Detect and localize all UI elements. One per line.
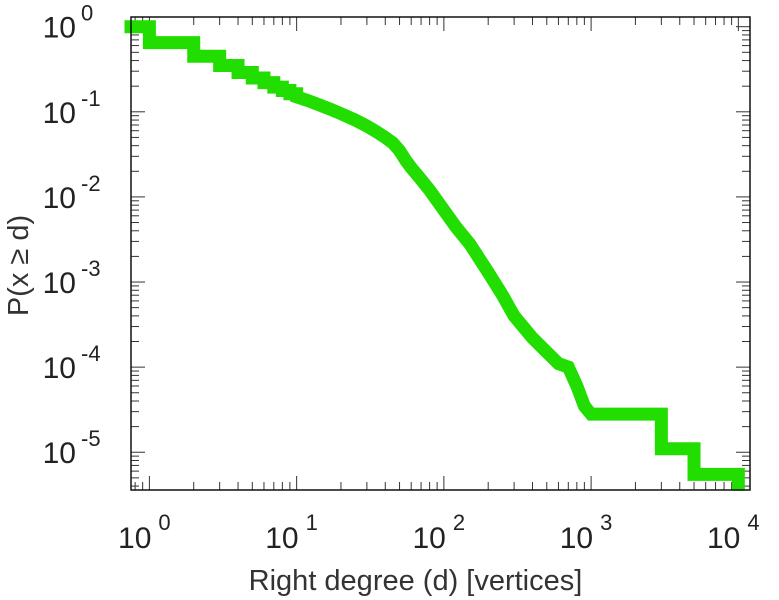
y-tick-label-exponent: -2 [81, 171, 101, 196]
y-tick-label-base: 10 [43, 182, 76, 215]
y-tick-label-base: 10 [43, 352, 76, 385]
x-tick-label-exponent: 3 [600, 510, 612, 535]
y-tick-label-exponent: -3 [81, 256, 101, 281]
y-tick-label-base: 10 [43, 267, 76, 300]
y-tick-label: 10 -4 [43, 341, 101, 385]
x-tick-label-base: 10 [265, 522, 298, 555]
y-tick-label-exponent: -5 [81, 426, 101, 451]
x-tick-label-exponent: 1 [306, 510, 318, 535]
x-tick-label-exponent: 2 [453, 510, 465, 535]
y-tick-label-exponent: 0 [81, 1, 93, 26]
y-tick-label: 10 -3 [43, 256, 101, 300]
y-tick-label-exponent: -1 [81, 86, 101, 111]
y-tick-label-base: 10 [43, 97, 76, 130]
x-tick-label-base: 10 [707, 522, 740, 555]
x-tick-label-exponent: 4 [747, 510, 759, 535]
axis-ticks [131, 17, 750, 490]
series-layer [124, 20, 745, 491]
x-tick-label-base: 10 [560, 522, 593, 555]
y-axis-label: P(x ≥ d) [3, 215, 35, 316]
y-tick-label: 10 -5 [43, 426, 101, 470]
x-tick-label: 10 4 [707, 510, 760, 555]
y-tick-label-base: 10 [43, 12, 76, 45]
x-tick-label: 10 1 [265, 510, 318, 555]
x-tick-label-base: 10 [118, 522, 151, 555]
series-line [124, 20, 745, 491]
y-tick-label-exponent: -4 [81, 341, 101, 366]
x-tick-label-exponent: 0 [158, 510, 170, 535]
x-tick-labels: 10 0 10 1 10 2 10 3 10 4 [118, 510, 760, 555]
y-tick-label-base: 10 [43, 437, 76, 470]
x-axis-label: Right degree (d) [vertices] [249, 565, 583, 597]
y-tick-label: 10 -2 [43, 171, 101, 215]
y-tick-label: 10 -1 [43, 86, 101, 130]
x-tick-label: 10 3 [560, 510, 613, 555]
y-tick-label: 10 0 [43, 1, 94, 45]
x-tick-label: 10 0 [118, 510, 171, 555]
x-tick-label-base: 10 [412, 522, 445, 555]
plot-frame [130, 16, 751, 491]
x-tick-label: 10 2 [412, 510, 465, 555]
